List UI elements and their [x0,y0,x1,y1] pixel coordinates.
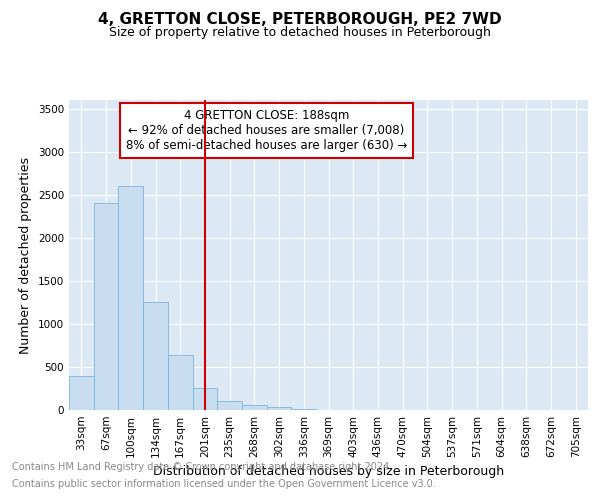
Bar [267,408,292,410]
Text: Contains public sector information licensed under the Open Government Licence v3: Contains public sector information licen… [12,479,436,489]
Bar [193,388,217,410]
Bar [94,204,118,410]
Bar [242,406,267,410]
Bar [217,401,242,410]
X-axis label: Distribution of detached houses by size in Peterborough: Distribution of detached houses by size … [153,466,504,478]
Bar [69,376,94,410]
Bar [168,355,193,410]
Bar [118,186,143,410]
Bar [292,409,316,410]
Text: 4 GRETTON CLOSE: 188sqm
← 92% of detached houses are smaller (7,008)
8% of semi-: 4 GRETTON CLOSE: 188sqm ← 92% of detache… [125,110,407,152]
Text: Contains HM Land Registry data © Crown copyright and database right 2024.: Contains HM Land Registry data © Crown c… [12,462,392,472]
Text: 4, GRETTON CLOSE, PETERBOROUGH, PE2 7WD: 4, GRETTON CLOSE, PETERBOROUGH, PE2 7WD [98,12,502,28]
Bar [143,302,168,410]
Text: Size of property relative to detached houses in Peterborough: Size of property relative to detached ho… [109,26,491,39]
Y-axis label: Number of detached properties: Number of detached properties [19,156,32,354]
